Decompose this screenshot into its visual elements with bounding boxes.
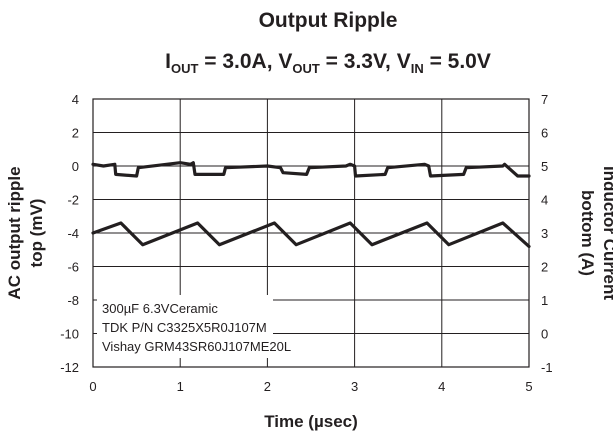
subtitle-iout-subscript: OUT (171, 61, 199, 76)
x-tick-label: 4 (438, 379, 445, 394)
subtitle-vin-value: = 5.0V (424, 50, 491, 73)
y-axis-left-label: AC output ripple top (mV) (5, 166, 46, 299)
right-y-tick-label: -1 (541, 360, 553, 375)
annotation-line-2: TDK P/N C3325X5R0J107M (102, 320, 267, 335)
annotation-box (97, 295, 273, 358)
left-y-tick-label: 2 (72, 126, 79, 141)
right-y-tick-label: 1 (541, 293, 548, 308)
annotation-line-3: Vishay GRM43SR60J107ME20L (102, 339, 291, 354)
right-y-tick-label: 4 (541, 193, 548, 208)
y-axis-left-label-line-2: top (mV) (27, 199, 46, 268)
left-y-tick-label: -4 (67, 226, 79, 241)
left-y-tick-label: 0 (72, 159, 79, 174)
left-y-tick-label: -12 (60, 360, 79, 375)
left-y-tick-labels: 4 2 0 -2 -4 -6 -8 -10 -12 (60, 92, 79, 375)
inductor-current-trace (91, 221, 531, 248)
right-y-tick-label: 5 (541, 159, 548, 174)
right-y-tick-labels: 7 6 5 4 3 2 1 0 -1 (541, 92, 553, 375)
right-y-tick-label: 3 (541, 226, 548, 241)
x-tick-label: 0 (89, 379, 96, 394)
right-y-tick-label: 6 (541, 126, 548, 141)
x-axis-label: Time (µsec) (264, 412, 358, 431)
left-y-tick-label: -8 (67, 293, 79, 308)
subtitle-vout-subscript: OUT (292, 61, 320, 76)
y-axis-right-label-line-1: Inductor Current (600, 166, 613, 300)
right-y-tick-label: 0 (541, 327, 548, 342)
y-axis-left-label-line-1: AC output ripple (5, 166, 24, 299)
subtitle-iout-symbol: I (165, 50, 171, 73)
left-y-tick-label: -2 (67, 193, 79, 208)
ac-ripple-trace (91, 161, 531, 178)
subtitle-vout-symbol: V (278, 50, 292, 73)
subtitle-vout-value: = 3.3V, (320, 50, 397, 73)
subtitle-vin-symbol: V (397, 50, 411, 73)
left-y-tick-label: -10 (60, 327, 79, 342)
subtitle-iout-value: = 3.0A, (198, 50, 278, 73)
right-y-tick-label: 7 (541, 92, 548, 107)
x-tick-label: 5 (525, 379, 532, 394)
x-tick-labels: 0 1 2 3 4 5 (89, 379, 532, 394)
left-y-tick-label: 4 (72, 92, 79, 107)
x-tick-label: 2 (264, 379, 271, 394)
subtitle-vin-subscript: IN (411, 61, 424, 76)
chart-title: Output Ripple (259, 9, 398, 32)
left-y-tick-label: -6 (67, 260, 79, 275)
y-axis-right-label: Inductor Currentbottom (A) (578, 166, 613, 300)
chart-subtitle: IOUT = 3.0A, VOUT = 3.3V, VIN = 5.0V (165, 50, 491, 76)
right-y-tick-label: 2 (541, 260, 548, 275)
series-layer (91, 161, 531, 248)
x-tick-label: 1 (177, 379, 184, 394)
annotation-line-1: 300µF 6.3VCeramic (102, 301, 218, 316)
y-axis-right-label-line-2: bottom (A) (578, 190, 597, 276)
x-tick-label: 3 (351, 379, 358, 394)
